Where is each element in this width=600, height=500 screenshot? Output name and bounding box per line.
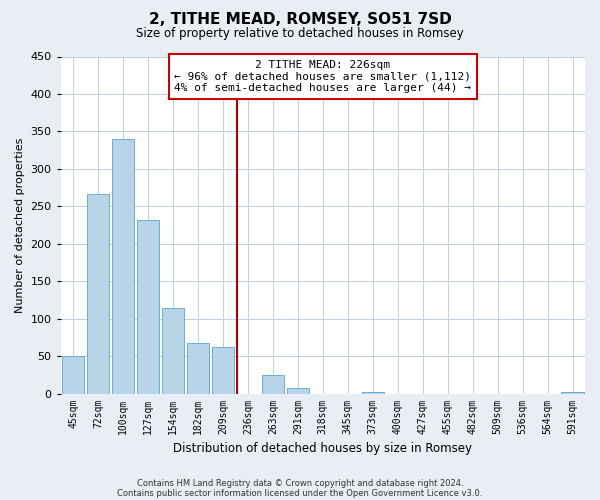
Text: 2 TITHE MEAD: 226sqm
← 96% of detached houses are smaller (1,112)
4% of semi-det: 2 TITHE MEAD: 226sqm ← 96% of detached h… <box>175 60 472 93</box>
Bar <box>362 392 384 394</box>
Bar <box>162 308 184 394</box>
Y-axis label: Number of detached properties: Number of detached properties <box>15 138 25 312</box>
Text: Contains public sector information licensed under the Open Government Licence v3: Contains public sector information licen… <box>118 488 482 498</box>
Bar <box>87 194 109 394</box>
Bar <box>112 139 134 394</box>
Bar <box>561 392 584 394</box>
Bar <box>187 342 209 394</box>
Bar <box>212 347 234 394</box>
Bar <box>137 220 160 394</box>
Text: Size of property relative to detached houses in Romsey: Size of property relative to detached ho… <box>136 28 464 40</box>
Text: 2, TITHE MEAD, ROMSEY, SO51 7SD: 2, TITHE MEAD, ROMSEY, SO51 7SD <box>149 12 451 28</box>
Bar <box>287 388 309 394</box>
Bar <box>262 375 284 394</box>
X-axis label: Distribution of detached houses by size in Romsey: Distribution of detached houses by size … <box>173 442 472 455</box>
Text: Contains HM Land Registry data © Crown copyright and database right 2024.: Contains HM Land Registry data © Crown c… <box>137 478 463 488</box>
Bar <box>62 356 85 394</box>
